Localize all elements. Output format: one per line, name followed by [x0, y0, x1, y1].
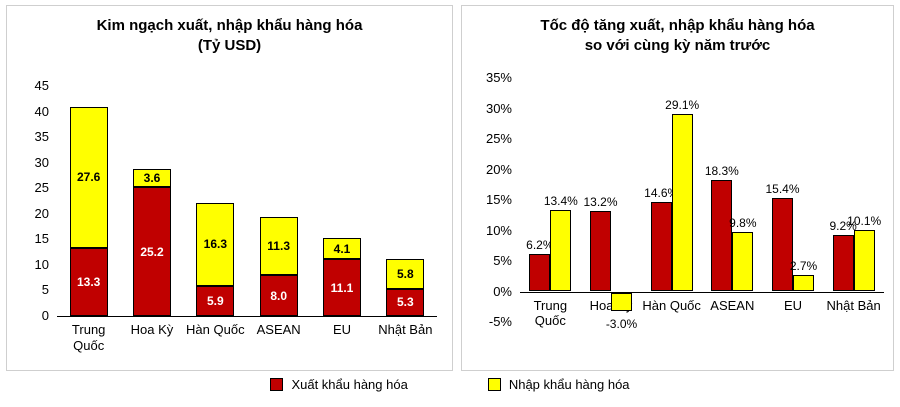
- legend-export-label: Xuất khẩu hàng hóa: [291, 377, 408, 392]
- export-bar: [69, 248, 108, 316]
- export-value-label: 14.6%: [644, 186, 679, 201]
- import-value-label: 10.1%: [847, 213, 882, 228]
- chart-legend: Xuất khẩu hàng hóa Nhập khẩu hàng hóa: [0, 377, 900, 392]
- category-label: Trung Quốc: [533, 297, 568, 329]
- import-bar: [793, 275, 814, 292]
- category-label: Hoa Kỳ: [130, 322, 174, 337]
- y-axis-tick-label: 45: [34, 78, 49, 93]
- y-axis-tick-label: -5%: [488, 314, 512, 329]
- chart-title-line1: Tốc độ tăng xuất, nhập khẩu hàng hóa: [540, 17, 815, 34]
- export-bar: [650, 202, 672, 292]
- y-axis-tick-label: 25: [34, 180, 49, 196]
- chart-title-line1: Kim ngạch xuất, nhập khẩu hàng hóa: [96, 17, 363, 34]
- legend-item-export: Xuất khẩu hàng hóa: [270, 377, 408, 392]
- y-axis-tick-label: 15%: [485, 192, 512, 207]
- import-bar: [550, 209, 572, 292]
- legend-import-label: Nhập khẩu hàng hóa: [508, 377, 630, 392]
- export-value-label: 6.2%: [526, 237, 554, 252]
- export-value-label: 9.2%: [829, 219, 857, 234]
- export-value-label: 25.2: [140, 244, 164, 259]
- import-value-label: 9.8%: [729, 215, 757, 230]
- chart-panel-turnover: Kim ngạch xuất, nhập khẩu hàng hóa (Tỷ U…: [6, 5, 453, 371]
- category-label: Nhật Bản: [826, 297, 881, 313]
- y-axis-tick-label: 20: [34, 205, 49, 221]
- chart-title-turnover: Kim ngạch xuất, nhập khẩu hàng hóa (Tỷ U…: [7, 6, 452, 64]
- export-value-label: 8.0: [270, 288, 287, 303]
- grouped-bar-chart: -5% 0% 5% 10% 15% 20% 25% 30% 35% Trung Quốc 6.2% 1…: [462, 64, 893, 364]
- import-value-label: 13.4%: [543, 193, 578, 208]
- export-bar: [196, 285, 235, 316]
- export-bar: [323, 259, 361, 316]
- export-bar: [133, 187, 171, 316]
- chart-title-growth: Tốc độ tăng xuất, nhập khẩu hàng hóa so …: [462, 6, 893, 64]
- category-label: EU: [783, 297, 803, 313]
- export-bar: [590, 210, 611, 292]
- import-value-label: 3.6: [143, 171, 161, 185]
- y-axis-tick-label: 35%: [485, 70, 512, 85]
- import-value-label: 16.3: [203, 237, 227, 252]
- import-bar: [259, 217, 298, 276]
- export-bar: [529, 253, 551, 292]
- y-axis-tick-label: 30: [34, 154, 49, 170]
- category-label: ASEAN: [710, 297, 755, 313]
- import-bar: [853, 229, 875, 292]
- chart-title-line2: (Tỷ USD): [197, 37, 262, 55]
- export-value-label: 5.3: [396, 295, 414, 310]
- import-bar: [386, 259, 425, 289]
- chart-panel-growth: Tốc độ tăng xuất, nhập khẩu hàng hóa so …: [461, 5, 894, 371]
- export-value-label: 13.3: [76, 275, 101, 289]
- export-value-label: 15.4%: [765, 181, 800, 196]
- y-axis-tick-label: 25%: [485, 131, 512, 146]
- y-axis-tick-label: 10: [34, 256, 49, 272]
- import-bar: [732, 231, 754, 292]
- import-value-label: 11.3: [267, 239, 290, 254]
- export-value-label: 11.1: [330, 280, 354, 295]
- legend-item-import: Nhập khẩu hàng hóa: [487, 377, 630, 392]
- export-bar: [832, 235, 854, 292]
- import-value-label: 27.6: [76, 170, 101, 185]
- category-label: EU: [332, 322, 352, 337]
- y-axis-tick-label: 0: [41, 308, 49, 323]
- stacked-bar-chart: 0 5 10 15 20 25 30 35 40 45 Trung Quốc 13.3 27.6 Hoa …: [7, 64, 452, 364]
- import-bar: [196, 202, 235, 286]
- import-value-label: 29.1%: [665, 97, 700, 112]
- category-label: Hàn Quốc: [186, 322, 245, 337]
- x-axis-line: [520, 291, 884, 293]
- export-bar: [711, 179, 733, 292]
- export-value-label: 18.3%: [704, 163, 739, 178]
- import-bar: [133, 168, 171, 188]
- y-axis-tick-label: 40: [34, 103, 49, 119]
- import-bar: [611, 292, 632, 311]
- category-label: Trung Quốc: [71, 322, 106, 353]
- export-bar: [386, 288, 425, 316]
- y-axis-tick-label: 15: [34, 231, 49, 247]
- y-axis-tick-label: 30%: [485, 100, 512, 116]
- import-value-label: 5.8: [396, 267, 414, 282]
- export-swatch: [270, 378, 284, 391]
- import-value-label: 4.1: [333, 241, 351, 256]
- y-axis-tick-label: 5%: [493, 253, 512, 268]
- import-bar: [69, 106, 108, 249]
- import-value-label: -3.0%: [605, 316, 638, 331]
- category-label: Hàn Quốc: [642, 297, 701, 313]
- import-bar: [671, 113, 693, 292]
- export-value-label: 13.2%: [583, 194, 618, 209]
- export-value-label: 5.9: [206, 293, 224, 308]
- category-label: Nhật Bản: [378, 322, 433, 337]
- import-value-label: 2.7%: [789, 259, 818, 274]
- y-axis-tick-label: 10%: [485, 222, 512, 238]
- y-axis-tick-label: 20%: [485, 161, 512, 177]
- export-bar: [772, 197, 793, 292]
- chart-title-line2: so với cùng kỳ năm trước: [584, 37, 771, 55]
- y-axis-tick-label: 35: [34, 129, 49, 145]
- category-label: ASEAN: [256, 322, 301, 337]
- y-axis-tick-label: 0%: [493, 283, 512, 299]
- y-axis-tick-label: 5: [41, 282, 49, 298]
- x-axis-line: [57, 316, 437, 317]
- import-bar: [323, 238, 361, 260]
- import-swatch: [487, 378, 501, 391]
- export-bar: [259, 275, 298, 316]
